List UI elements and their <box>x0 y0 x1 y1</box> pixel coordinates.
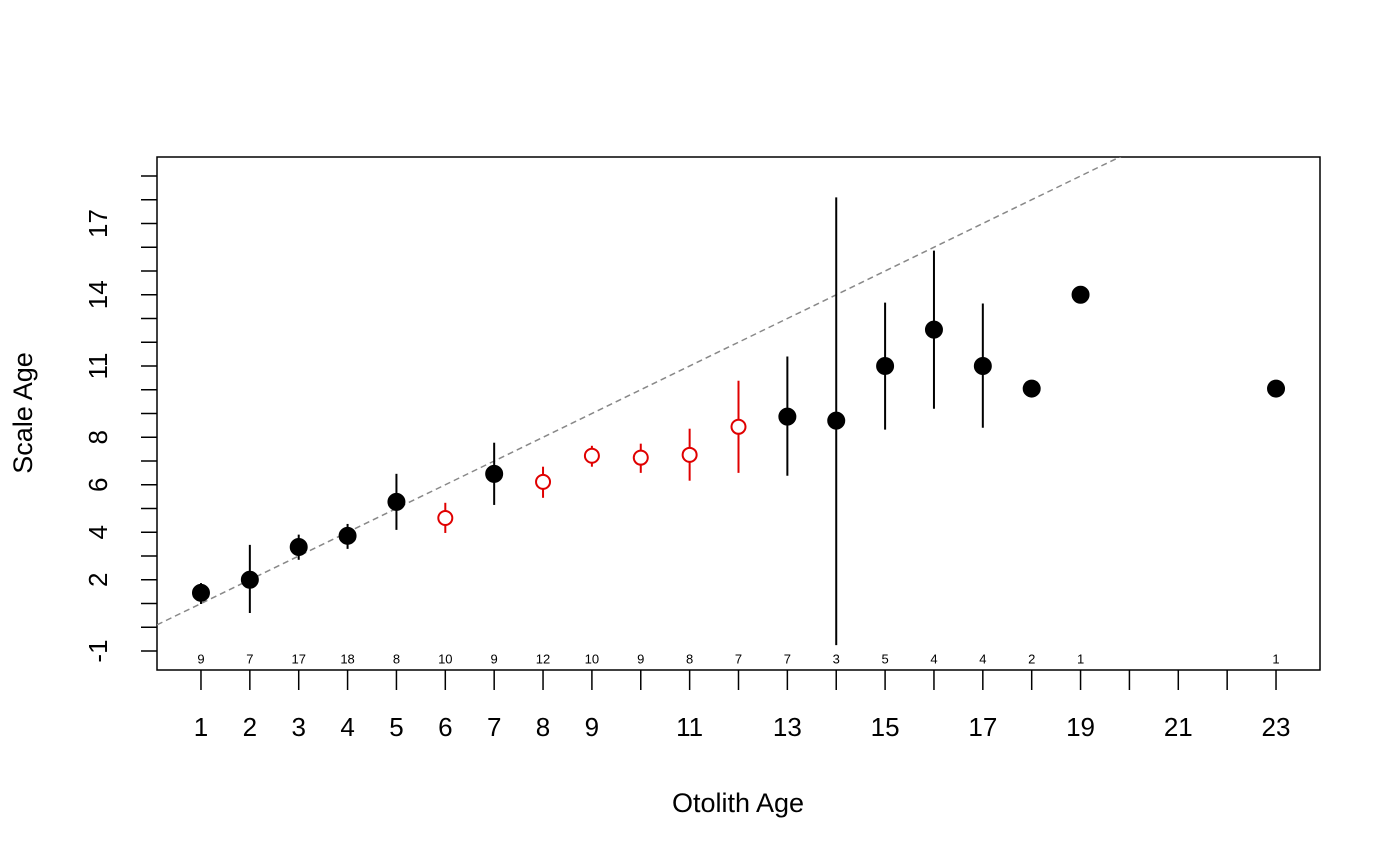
point <box>191 583 210 602</box>
sample-size: 1 <box>1077 651 1084 666</box>
point <box>583 447 600 464</box>
sample-size: 9 <box>491 651 498 666</box>
x-tick-label: 19 <box>1066 712 1095 742</box>
y-tick-label: 8 <box>83 430 113 444</box>
sample-size: 7 <box>735 651 742 666</box>
point <box>827 411 846 430</box>
x-tick-label: 3 <box>291 712 305 742</box>
x-tick-label: 1 <box>194 712 208 742</box>
y-tick-label: 14 <box>83 280 113 309</box>
sample-size: 5 <box>881 651 888 666</box>
sample-size: 3 <box>833 651 840 666</box>
point <box>632 449 649 466</box>
x-axis-title: Otolith Age <box>672 788 804 818</box>
point <box>437 510 454 526</box>
sample-size: 10 <box>438 651 452 666</box>
sample-size: 4 <box>930 651 937 666</box>
y-tick-label: 17 <box>83 209 113 238</box>
sample-size: 8 <box>393 651 400 666</box>
y-axis-title: Scale Age <box>8 352 38 474</box>
y-tick-label: 6 <box>83 478 113 492</box>
y-tick-label: 11 <box>83 353 113 380</box>
x-tick-label: 2 <box>243 712 257 742</box>
point <box>1022 379 1041 398</box>
x-tick-label: 15 <box>871 712 900 742</box>
x-tick-label: 9 <box>585 712 599 742</box>
sample-size: 12 <box>536 651 550 666</box>
plot-area <box>157 157 1286 646</box>
sample-size: 17 <box>291 651 305 666</box>
sample-size: 1 <box>1272 651 1279 666</box>
x-tick-label: 4 <box>340 712 354 742</box>
y-tick-label: -1 <box>83 639 113 662</box>
point <box>387 492 406 511</box>
x-tick-label: 13 <box>773 712 802 742</box>
point <box>240 570 259 589</box>
point <box>535 473 552 490</box>
point <box>1071 285 1090 304</box>
y-tick-label: 4 <box>83 525 113 539</box>
point <box>778 407 797 426</box>
sample-size: 7 <box>784 651 791 666</box>
sample-size: 2 <box>1028 651 1035 666</box>
sample-size: 8 <box>686 651 693 666</box>
sample-size: 4 <box>979 651 986 666</box>
point <box>681 446 698 463</box>
point <box>289 537 308 556</box>
reference-line <box>157 157 1122 626</box>
y-tick-label: 2 <box>83 573 113 587</box>
point <box>485 464 504 483</box>
point <box>924 320 943 339</box>
point <box>973 357 992 375</box>
x-tick-label: 11 <box>676 712 703 742</box>
x-tick-label: 8 <box>536 712 550 742</box>
sample-size: 18 <box>340 651 354 666</box>
point <box>338 526 357 545</box>
point <box>876 357 895 375</box>
x-tick-label: 21 <box>1164 712 1193 742</box>
x-tick-label: 7 <box>487 712 501 742</box>
x-tick-label: 17 <box>968 712 997 742</box>
x-tick-label: 6 <box>438 712 452 742</box>
point <box>730 418 747 435</box>
sample-size: 10 <box>585 651 599 666</box>
point <box>1267 379 1286 398</box>
x-tick-label: 23 <box>1262 712 1291 742</box>
sample-size: 7 <box>246 651 253 666</box>
sample-size: 9 <box>637 651 644 666</box>
x-tick-label: 5 <box>389 712 403 742</box>
sample-size: 9 <box>197 651 204 666</box>
